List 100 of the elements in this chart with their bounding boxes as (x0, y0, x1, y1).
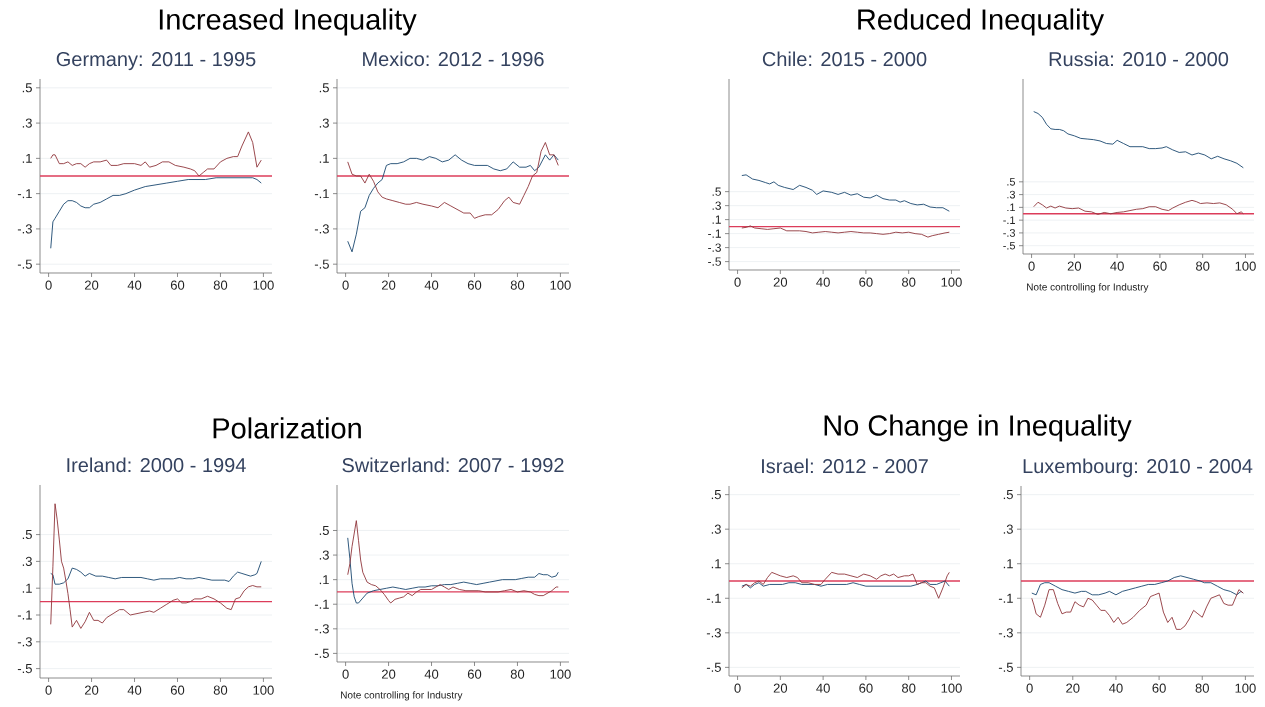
chart-subtitle: Switzerland: 2007 - 1992 (342, 457, 564, 473)
x-tick-label: 100 (253, 280, 274, 290)
line-series (741, 571, 950, 599)
x-tick-label: 20 (1067, 261, 1082, 271)
x-tick-label: 60 (1153, 261, 1167, 271)
y-tick-label: -.5 (998, 662, 1013, 672)
x-tick-label: 100 (550, 669, 571, 679)
x-tick-label: 0 (734, 277, 741, 287)
y-tick-label: .1 (319, 575, 329, 585)
x-tick-label: 40 (127, 280, 142, 290)
x-tick-label: 100 (941, 683, 962, 693)
text: Note controlling for Industry (1027, 283, 1149, 293)
y-tick-label: .5 (1003, 490, 1013, 500)
x-tick-label: 0 (1028, 261, 1035, 271)
y-tick-label: -.1 (314, 599, 329, 609)
x-tick-label: 20 (84, 280, 99, 290)
x-tick-label: 0 (1026, 683, 1033, 693)
x-tick-label: 100 (1235, 261, 1256, 271)
y-tick-label: .5 (1007, 178, 1016, 186)
y-tick-label: .1 (319, 153, 329, 163)
y-tick-label: -.5 (706, 662, 721, 672)
y-tick-label: -.1 (17, 189, 32, 199)
y-tick-label: .3 (22, 556, 32, 566)
x-tick-label: 20 (1066, 683, 1080, 693)
y-tick-label: .1 (22, 153, 32, 163)
x-tick-label: 0 (45, 685, 52, 695)
chart-title: Reduced Inequality (858, 8, 1105, 36)
y-tick-label: -.5 (314, 648, 329, 658)
y-tick-label: .1 (712, 215, 721, 224)
y-tick-label: .1 (1007, 203, 1015, 212)
y-tick-label: -.1 (1003, 216, 1015, 224)
x-tick-label: 40 (424, 669, 439, 679)
x-tick-label: 40 (1109, 683, 1123, 693)
x-tick-label: 100 (941, 277, 962, 287)
x-tick-label: 0 (45, 280, 52, 290)
y-tick-label: .1 (1003, 559, 1013, 569)
y-tick-label: -.3 (314, 224, 329, 234)
y-tick-label: .5 (319, 525, 329, 536)
x-tick-label: 40 (127, 685, 142, 695)
x-tick-label: 20 (84, 685, 99, 695)
y-tick-label: .3 (22, 118, 32, 128)
y-tick-label: -.5 (17, 259, 32, 269)
text: Note controlling for Industry (341, 691, 463, 701)
y-tick-label: .3 (712, 201, 721, 210)
chart-title: Polarization (213, 417, 361, 439)
chart-subtitle: Israel: 2012 - 2007 (762, 458, 928, 474)
y-tick-label: .5 (711, 490, 721, 500)
y-tick-label: -.5 (708, 257, 721, 266)
y-tick-label: .5 (22, 83, 32, 93)
x-tick-label: 80 (902, 277, 916, 287)
y-tick-label: -.5 (1003, 241, 1016, 250)
y-tick-label: .3 (711, 524, 721, 534)
y-tick-label: -.3 (314, 624, 329, 634)
x-tick-label: 60 (467, 280, 482, 290)
x-tick-label: 20 (773, 277, 788, 287)
y-tick-label: .1 (22, 583, 32, 593)
x-tick-label: 40 (816, 683, 830, 693)
y-tick-label: .3 (1007, 190, 1015, 199)
line-series (741, 174, 950, 212)
y-tick-label: -.3 (1003, 229, 1015, 237)
x-tick-label: 100 (1235, 683, 1256, 693)
x-tick-label: 60 (859, 277, 873, 287)
x-tick-label: 40 (1110, 261, 1124, 271)
y-tick-label: -.3 (17, 224, 32, 234)
chart-title: No Change in Inequality (824, 414, 1132, 442)
x-tick-label: 0 (342, 669, 349, 679)
y-tick-label: -.3 (708, 243, 721, 252)
chart-subtitle: Russia: 2010 - 2000 (1049, 51, 1229, 67)
chart-subtitle: Chile: 2015 - 2000 (762, 51, 927, 67)
x-tick-label: 60 (467, 669, 482, 679)
y-tick-label: .5 (319, 83, 329, 93)
x-tick-label: 100 (253, 685, 274, 695)
y-tick-label: -.3 (998, 628, 1013, 638)
y-tick-label: -.5 (17, 664, 32, 674)
chart-subtitle: Germany: 2011 - 1995 (56, 52, 256, 71)
y-tick-label: .3 (319, 118, 329, 128)
y-tick-label: -.1 (706, 593, 721, 603)
y-tick-label: .5 (22, 530, 32, 540)
chart-title: Increased Inequality (159, 8, 417, 36)
y-tick-label: .5 (712, 187, 721, 196)
x-tick-label: 60 (170, 685, 185, 695)
chart-subtitle: Ireland: 2000 - 1994 (67, 457, 246, 473)
y-tick-label: -.1 (708, 229, 721, 238)
chart-subtitle: Luxembourg: 2010 - 2004 (1023, 458, 1253, 478)
line-series (1033, 199, 1244, 215)
x-tick-label: 60 (1152, 683, 1166, 693)
x-tick-label: 20 (381, 669, 396, 679)
x-tick-label: 40 (816, 277, 830, 287)
x-tick-label: 80 (510, 669, 525, 679)
x-tick-label: 80 (213, 280, 228, 290)
y-tick-label: -.3 (17, 637, 32, 647)
x-tick-label: 80 (1196, 261, 1210, 271)
y-tick-label: -.1 (314, 189, 329, 199)
y-tick-label: .1 (711, 559, 721, 569)
y-tick-label: -.1 (998, 593, 1013, 603)
x-tick-label: 20 (773, 683, 788, 693)
x-tick-label: 80 (510, 280, 525, 290)
y-tick-label: .3 (319, 550, 329, 560)
x-tick-label: 60 (170, 280, 185, 290)
x-tick-label: 80 (213, 685, 228, 695)
